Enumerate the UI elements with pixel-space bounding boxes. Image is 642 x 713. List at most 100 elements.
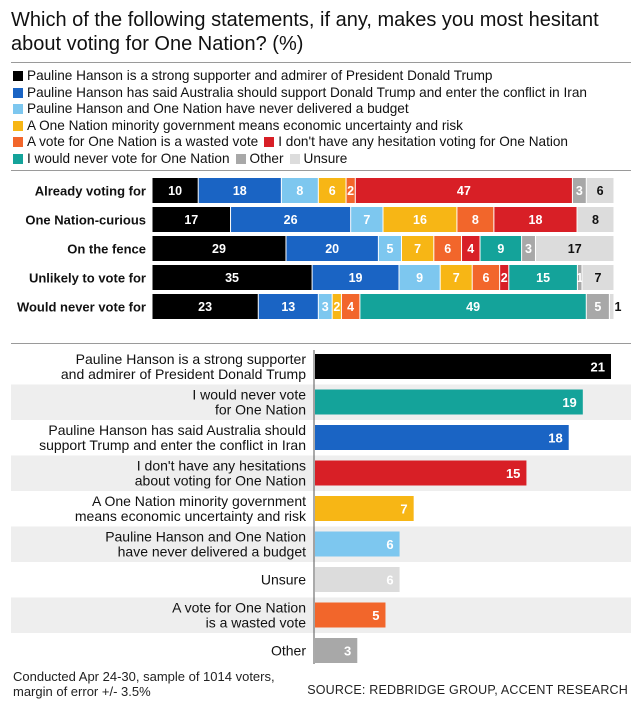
stacked-bar-segment xyxy=(434,236,462,261)
section-divider xyxy=(11,343,631,344)
bar-value-label: 19 xyxy=(562,395,576,410)
stacked-bar-segment xyxy=(457,207,494,232)
legend-divider xyxy=(11,170,631,171)
chart-title: Which of the following statements, if an… xyxy=(11,9,599,55)
ranking-bar xyxy=(315,531,400,557)
stacked-bar-segment xyxy=(360,294,586,319)
legend-swatch xyxy=(13,87,23,98)
legend-item: Pauline Hanson is a strong supporter and… xyxy=(13,68,492,85)
segment-value-label: 4 xyxy=(467,242,474,256)
segment-value-label: 9 xyxy=(497,242,504,256)
ranking-bar-chart: Pauline Hanson is a strong supporterand … xyxy=(11,350,631,664)
bar-value-label: 15 xyxy=(506,466,520,481)
stacked-bar-segment xyxy=(383,207,457,232)
legend-label: I would never vote for One Nation xyxy=(27,150,230,166)
legend-item: Pauline Hanson has said Australia should… xyxy=(13,85,587,102)
category-label: means economic uncertainty and risk xyxy=(75,508,307,524)
stacked-bar-segment xyxy=(378,236,401,261)
legend-label: I don't have any hesitation voting for O… xyxy=(278,134,568,149)
category-label: is a wasted vote xyxy=(206,615,307,631)
stacked-bar-segment xyxy=(152,265,312,290)
legend-item: I would never vote for One Nation xyxy=(13,151,230,168)
legend-swatch xyxy=(13,120,23,131)
ranking-bar xyxy=(315,389,583,415)
stacked-bar-segment xyxy=(577,207,614,232)
stacked-bar-segment xyxy=(401,236,434,261)
legend-swatch xyxy=(289,153,300,164)
stacked-bar-segment xyxy=(500,265,509,290)
segment-value-label: 18 xyxy=(529,213,543,227)
segment-value-label: 8 xyxy=(592,213,599,227)
stacked-bar-segment xyxy=(152,178,198,203)
stacked-bar-segment xyxy=(522,236,535,261)
legend-row: A vote for One Nation is a wasted vote I … xyxy=(13,134,633,151)
bar-value-label: 18 xyxy=(548,431,562,446)
legend-swatch xyxy=(13,71,23,81)
segment-value-label: 10 xyxy=(168,184,182,198)
segment-value-label: 35 xyxy=(225,271,239,285)
bar-value-label: 5 xyxy=(372,608,379,623)
legend-swatch xyxy=(13,137,23,147)
segment-value-label: 5 xyxy=(594,300,601,314)
bar-value-label: 6 xyxy=(386,573,393,588)
segment-value-label: 23 xyxy=(198,300,212,314)
segment-value-label: 2 xyxy=(347,184,354,198)
stacked-bar-segment xyxy=(341,294,360,319)
segment-value-label: 13 xyxy=(281,300,295,314)
category-label: A vote for One Nation xyxy=(172,600,306,616)
ranking-bar xyxy=(315,567,400,592)
stacked-bar-segment xyxy=(472,265,500,290)
segment-value-label: 6 xyxy=(444,242,451,256)
segment-value-label: 7 xyxy=(414,242,421,256)
segment-value-label: 17 xyxy=(184,213,198,227)
category-label: I would never vote xyxy=(192,387,306,403)
category-label: One Nation-curious xyxy=(25,213,146,228)
segment-value-label: 29 xyxy=(212,242,226,256)
segment-value-label: 7 xyxy=(453,271,460,285)
segment-value-label: 6 xyxy=(482,271,489,285)
legend-item: A One Nation minority government means e… xyxy=(13,118,463,135)
segment-value-label: 7 xyxy=(595,271,602,285)
ranking-bar xyxy=(315,460,527,486)
ranking-bar xyxy=(315,602,386,628)
stacked-bar-segment xyxy=(582,265,614,290)
stacked-bar-segment xyxy=(572,178,586,203)
category-label: support Trump and enter the conflict in … xyxy=(39,437,306,453)
segment-value-label: 7 xyxy=(363,213,370,227)
segment-value-label: 8 xyxy=(472,213,479,227)
stacked-bar-segment xyxy=(509,265,577,290)
category-label: Would never vote for xyxy=(17,300,146,315)
title-divider xyxy=(11,62,631,63)
ranking-bar xyxy=(315,354,611,379)
category-label: Pauline Hanson is a strong supporter xyxy=(76,351,307,367)
category-label: Unlikely to vote for xyxy=(29,271,146,286)
segment-value-label: 47 xyxy=(457,184,471,198)
stacked-bar-segment xyxy=(231,207,351,232)
legend-swatch xyxy=(264,137,275,147)
category-label: Pauline Hanson has said Australia should xyxy=(48,422,306,438)
stacked-bar-segment xyxy=(312,265,399,290)
legend-label: Unsure xyxy=(303,150,348,166)
footnote-line-1: Conducted Apr 24-30, sample of 1014 vote… xyxy=(13,669,275,684)
segment-value-label: 18 xyxy=(233,184,247,198)
segment-value-label: 16 xyxy=(413,213,427,227)
legend-row: Pauline Hanson is a strong supporter and… xyxy=(13,68,633,85)
legend: Pauline Hanson is a strong supporter and… xyxy=(13,68,633,167)
legend-label: Pauline Hanson has said Australia should… xyxy=(27,84,587,100)
legend-row: Pauline Hanson has said Australia should… xyxy=(13,85,633,102)
legend-item: Pauline Hanson and One Nation have never… xyxy=(13,101,409,118)
category-label: for One Nation xyxy=(215,402,306,418)
legend-swatch xyxy=(13,104,23,114)
stacked-bar-segment xyxy=(609,294,614,319)
category-label: about voting for One Nation xyxy=(135,473,306,489)
stacked-bar-segment xyxy=(586,178,614,203)
stacked-bar-segment xyxy=(351,207,383,232)
legend-swatch xyxy=(13,153,23,164)
ranking-bar xyxy=(315,496,414,521)
legend-label: Pauline Hanson is a strong supporter and… xyxy=(27,68,493,83)
stacked-bar-segment xyxy=(152,294,258,319)
segment-value-label: 15 xyxy=(536,271,550,285)
ranking-bar xyxy=(315,638,358,663)
segment-value-label: 9 xyxy=(416,271,423,285)
